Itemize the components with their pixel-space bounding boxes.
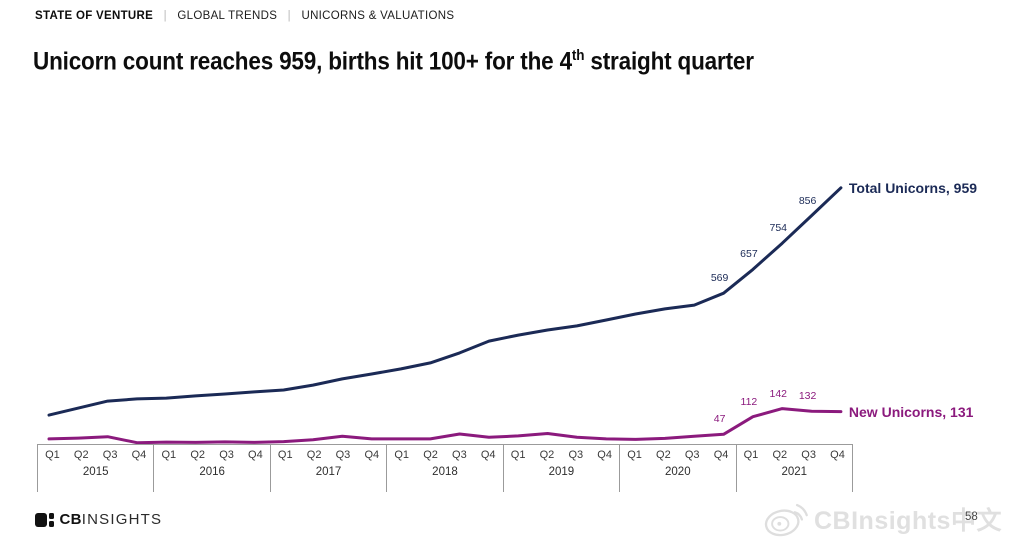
logo-text-insights: INSIGHTS: [81, 511, 163, 528]
quarter-labels-row: Q1 Q2 Q3 Q4: [154, 449, 269, 461]
quarter-tick-label: Q3: [684, 449, 700, 461]
quarter-labels-row: Q1 Q2 Q3 Q4: [504, 449, 619, 461]
point-label: 657: [740, 248, 758, 261]
title-text: Unicorn count reaches 959, births hit 10…: [33, 47, 572, 76]
series-line-total-unicorns: [47, 186, 843, 417]
x-axis-year-group-2019: Q1 Q2 Q3 Q4 2019: [502, 445, 619, 492]
quarter-tick-label: Q1: [394, 449, 410, 461]
x-axis-year-group-2017: Q1 Q2 Q3 Q4 2017: [269, 445, 386, 492]
point-label: 132: [798, 390, 817, 403]
quarter-tick-label: Q4: [364, 449, 380, 461]
quarter-tick-label: Q4: [248, 449, 263, 461]
cbinsights-logo: CB INSIGHTS: [35, 511, 162, 528]
x-axis-year-group-2015: Q1 Q2 Q3 Q4 2015: [37, 445, 153, 492]
breadcrumb-separator: |: [163, 10, 167, 22]
quarter-tick-label: Q4: [131, 449, 147, 461]
quarter-tick-label: Q2: [306, 449, 322, 461]
x-axis: Q1 Q2 Q3 Q4 2015 Q1 Q2 Q3 Q4 2016 Q1 Q2 Q3 Q4 2017 Q1 Q2…: [37, 444, 853, 492]
quarter-tick-label: Q3: [801, 449, 816, 461]
logo-text-cb: CB: [59, 511, 82, 528]
breadcrumb-primary: STATE OF VENTURE: [35, 10, 154, 22]
x-axis-year-group-2021: Q1 Q2 Q3 Q4 2021: [735, 445, 853, 492]
breadcrumb: STATE OF VENTURE | GLOBAL TRENDS | UNICO…: [35, 10, 454, 22]
quarter-tick-label: Q2: [190, 449, 206, 461]
title-text-end: straight quarter: [584, 47, 754, 76]
quarter-tick-label: Q1: [45, 449, 60, 461]
breadcrumb-item-global-trends: GLOBAL TRENDS: [177, 10, 278, 22]
cbinsights-logo-icon: [35, 512, 54, 527]
x-axis-year-group-2018: Q1 Q2 Q3 Q4 2018: [386, 445, 502, 492]
page-title: Unicorn count reaches 959, births hit 10…: [33, 47, 754, 76]
title-superscript: th: [571, 46, 585, 64]
quarter-tick-label: Q4: [597, 449, 612, 461]
year-tick-label: 2017: [315, 466, 342, 478]
weibo-icon: [764, 503, 808, 537]
point-label: 112: [740, 395, 758, 408]
quarter-tick-label: Q3: [452, 449, 467, 461]
point-label: 47: [713, 413, 726, 426]
quarter-tick-label: Q1: [161, 449, 177, 461]
year-tick-label: 2018: [432, 466, 458, 478]
quarter-tick-label: Q3: [568, 449, 584, 461]
series-end-label-total-unicorns: Total Unicorns, 959: [848, 179, 978, 196]
quarter-tick-label: Q3: [219, 449, 234, 461]
quarter-tick-label: Q2: [423, 449, 438, 461]
quarter-labels-row: Q1 Q2 Q3 Q4: [737, 449, 852, 461]
year-tick-label: 2015: [82, 466, 109, 478]
quarter-tick-label: Q1: [627, 449, 642, 461]
point-label: 142: [769, 387, 788, 400]
quarter-tick-label: Q2: [656, 449, 671, 461]
quarter-tick-label: Q4: [480, 449, 496, 461]
breadcrumb-item-unicorns-valuations: UNICORNS & VALUATIONS: [301, 10, 455, 22]
year-tick-label: 2019: [548, 466, 575, 478]
breadcrumb-separator: |: [287, 10, 291, 22]
series-end-label-new-unicorns: New Unicorns, 131: [848, 403, 974, 420]
quarter-labels-row: Q1 Q2 Q3 Q4: [387, 449, 502, 461]
quarter-labels-row: Q1 Q2 Q3 Q4: [38, 449, 153, 461]
quarter-tick-label: Q1: [743, 449, 759, 461]
quarter-tick-label: Q4: [713, 449, 729, 461]
quarter-tick-label: Q1: [510, 449, 526, 461]
point-label: 754: [769, 222, 788, 235]
quarter-labels-row: Q1 Q2 Q3 Q4: [620, 449, 735, 461]
watermark-text: CBInsights中文: [814, 507, 1002, 535]
quarter-tick-label: Q2: [73, 449, 89, 461]
quarter-tick-label: Q4: [830, 449, 845, 461]
x-axis-year-group-2020: Q1 Q2 Q3 Q4 2020: [619, 445, 735, 492]
point-label: 569: [710, 272, 729, 285]
point-label: 856: [798, 194, 817, 207]
quarter-tick-label: Q1: [277, 449, 293, 461]
quarter-tick-label: Q2: [539, 449, 555, 461]
year-tick-label: 2016: [199, 466, 225, 478]
x-axis-year-group-2016: Q1 Q2 Q3 Q4 2016: [153, 445, 269, 492]
quarter-labels-row: Q1 Q2 Q3 Q4: [271, 449, 386, 461]
quarter-tick-label: Q3: [102, 449, 118, 461]
page-number: 58: [965, 511, 978, 523]
quarter-tick-label: Q3: [335, 449, 351, 461]
quarter-tick-label: Q2: [772, 449, 788, 461]
watermark: CBInsights中文: [762, 498, 1002, 540]
year-tick-label: 2021: [781, 466, 808, 478]
year-tick-label: 2020: [665, 466, 691, 478]
